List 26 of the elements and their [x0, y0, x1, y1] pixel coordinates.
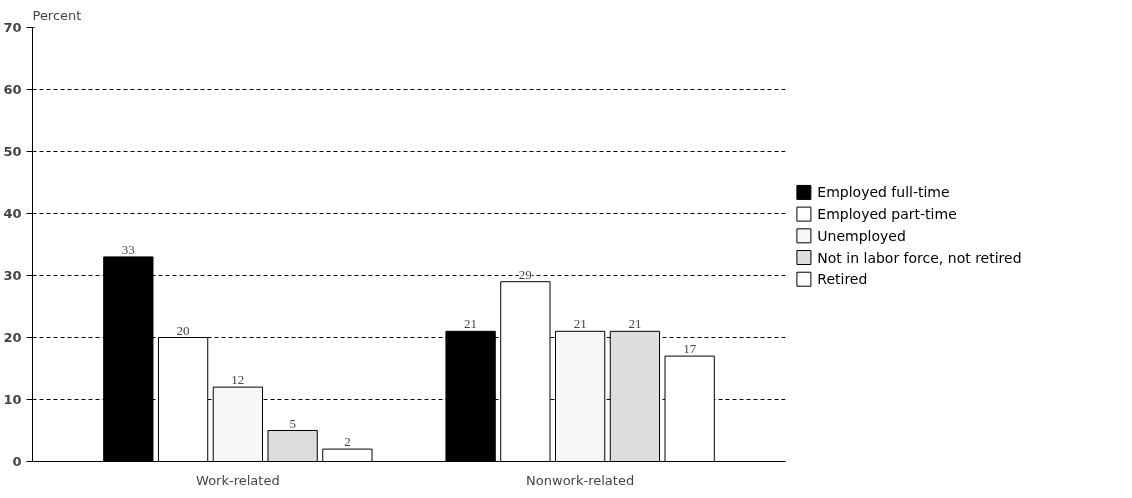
data-label: 5	[289, 415, 296, 431]
legend-label: Employed part-time	[817, 206, 957, 223]
x-tick-label: Work-related	[196, 472, 280, 488]
legend-label: Unemployed	[817, 227, 906, 244]
y-tick-label: 40	[3, 206, 22, 221]
y-tick-label: 30	[3, 268, 22, 283]
data-label: 21	[628, 316, 642, 332]
y-tick-label: 50	[3, 144, 22, 159]
y-axis-title: Percent	[32, 7, 82, 23]
y-tick-label: 60	[3, 82, 22, 97]
y-tick-label: 10	[3, 392, 22, 407]
data-label: 29	[518, 266, 532, 282]
data-label: 12	[231, 372, 245, 388]
data-label: 21	[464, 316, 478, 332]
data-label: 17	[683, 341, 697, 357]
legend-label: Retired	[817, 271, 868, 288]
data-label: 20	[176, 322, 190, 338]
x-tick-label: Nonwork-related	[526, 472, 635, 488]
data-label: 21	[573, 316, 587, 332]
y-tick-label: 0	[12, 454, 22, 469]
legend-label: Not in labor force, not retired	[817, 249, 1022, 266]
legend-label: Employed full-time	[817, 184, 950, 201]
y-tick-label: 20	[3, 330, 22, 345]
data-label: 2	[344, 434, 351, 450]
y-tick-label: 70	[3, 20, 22, 35]
data-label: 33	[121, 241, 135, 257]
